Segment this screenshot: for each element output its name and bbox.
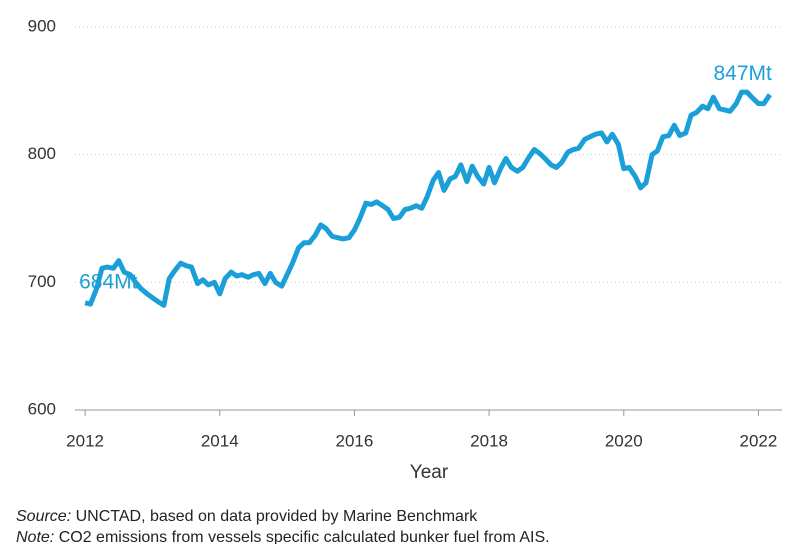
source-label: Source:	[16, 508, 71, 525]
x-tick-label: 2016	[336, 431, 374, 450]
source-text: UNCTAD, based on data provided by Marine…	[76, 508, 479, 525]
x-tick-label: 2022	[740, 431, 778, 450]
y-tick-label: 700	[28, 272, 56, 291]
note: Note: CO2 emissions from vessels specifi…	[16, 529, 550, 544]
y-tick-label: 600	[28, 399, 56, 418]
y-tick-label: 800	[28, 144, 56, 163]
x-tick-label: 2012	[66, 431, 104, 450]
x-tick-label: 2014	[201, 431, 239, 450]
x-tick-label: 2020	[605, 431, 643, 450]
annotation: 684Mt	[79, 270, 138, 293]
x-tick-label: 2018	[470, 431, 508, 450]
y-tick-label: 900	[28, 16, 56, 35]
line	[84, 89, 772, 308]
x-axis-label: Year	[410, 462, 449, 483]
source: Source: UNCTAD, based on data provided b…	[16, 508, 478, 525]
note-text: CO2 emissions from vessels specific calc…	[59, 529, 550, 544]
note-label: Note:	[16, 529, 54, 544]
annotation: 847Mt	[714, 62, 773, 85]
